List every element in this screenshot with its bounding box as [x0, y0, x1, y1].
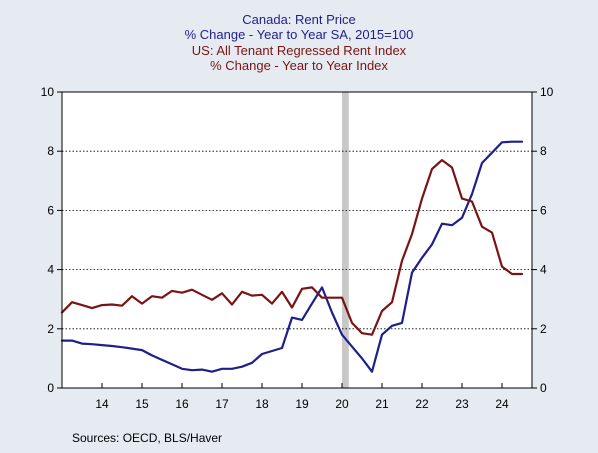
- y-tick-label-right: 10: [540, 85, 554, 99]
- plot-area: [62, 92, 532, 388]
- title-us: US: All Tenant Regressed Rent Index: [192, 43, 407, 58]
- x-tick-label: 23: [455, 397, 469, 411]
- y-axis-left: 0 2 4 6 8 10: [41, 85, 62, 395]
- x-tick-label: 17: [215, 397, 229, 411]
- y-tick-label-right: 2: [540, 322, 547, 336]
- x-tick-label: 21: [375, 397, 389, 411]
- y-tick-label-right: 4: [540, 263, 547, 277]
- x-axis: 14 15 16 17 18 19 20 21 22 23 24: [61, 383, 509, 411]
- x-tick-label: 22: [415, 397, 429, 411]
- recession-band: [342, 92, 349, 388]
- x-tick-label: 20: [335, 397, 349, 411]
- series-line-us: [60, 159, 524, 336]
- x-tick-label: 19: [295, 397, 309, 411]
- y-tick-label-left: 8: [47, 144, 54, 158]
- subtitle-us: % Change - Year to Year Index: [210, 58, 388, 73]
- chart-titles: Canada: Rent Price % Change - Year to Ye…: [185, 12, 414, 73]
- y-tick-label-right: 8: [540, 144, 547, 158]
- series-lines: [60, 140, 524, 373]
- recession-band-group: [342, 92, 349, 388]
- subtitle-canada: % Change - Year to Year SA, 2015=100: [185, 27, 414, 42]
- title-canada: Canada: Rent Price: [242, 12, 355, 27]
- y-tick-label-left: 0: [47, 381, 54, 395]
- y-tick-label-left: 4: [47, 263, 54, 277]
- source-note: Sources: OECD, BLS/Haver: [72, 431, 222, 445]
- gridlines: [62, 150, 532, 330]
- x-tick-label: 18: [255, 397, 269, 411]
- y-tick-label-left: 6: [47, 203, 54, 217]
- x-tick-label: 15: [135, 397, 149, 411]
- x-tick-label: 14: [95, 397, 109, 411]
- y-tick-label-right: 6: [540, 203, 547, 217]
- plot-frame: [61, 91, 533, 389]
- y-tick-label-left: 10: [41, 85, 55, 99]
- series-line-canada: [60, 140, 524, 373]
- y-tick-label-right: 0: [540, 381, 547, 395]
- x-tick-label: 24: [495, 397, 509, 411]
- y-tick-label-left: 2: [47, 322, 54, 336]
- x-tick-label: 16: [175, 397, 189, 411]
- y-axis-right: 0 2 4 6 8 10: [532, 85, 554, 395]
